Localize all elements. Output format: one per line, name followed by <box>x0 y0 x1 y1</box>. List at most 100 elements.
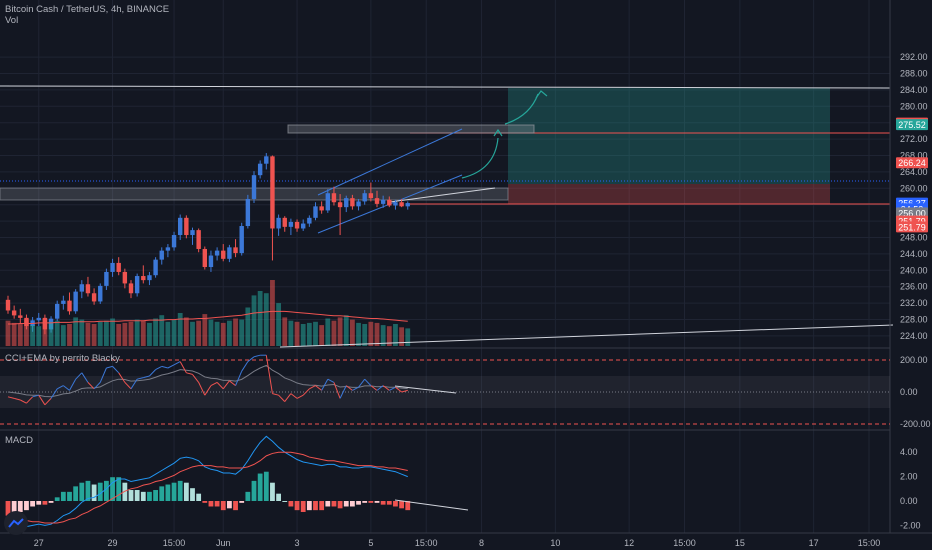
macd-hist-bar <box>128 490 134 501</box>
volume-bar <box>368 321 374 346</box>
macd-hist-bar <box>116 477 122 501</box>
macd-hist-bar <box>356 501 361 505</box>
macd-hist-bar <box>79 482 85 501</box>
candle-body <box>73 291 78 312</box>
macd-hist-bar <box>104 480 109 501</box>
time-axis[interactable]: 27 29 15:00 Jun 3 5 15:00 8 10 12 15:00 15 17 15:00 <box>34 538 881 548</box>
cci-tick-label: 200.00 <box>900 355 928 365</box>
cci-segment <box>352 386 359 391</box>
candle-body <box>36 317 41 321</box>
cci-segment <box>216 382 224 390</box>
macd-hist-bar <box>147 491 152 501</box>
candle-body <box>190 230 195 236</box>
time-tick-label: 15:00 <box>673 538 696 548</box>
price-tick-label: 284.00 <box>900 85 928 95</box>
candle-body <box>313 206 318 218</box>
macd-hist-bar <box>233 501 238 511</box>
macd-hist-bar <box>140 491 146 501</box>
cci-trend-line[interactable] <box>394 385 457 394</box>
volume-bar <box>67 324 72 346</box>
candle-body <box>380 199 386 204</box>
tradingview-logo[interactable] <box>4 511 28 535</box>
cci-segment <box>222 380 230 390</box>
volume-bar <box>116 324 122 346</box>
candle-body <box>202 248 207 268</box>
resistance-zone[interactable] <box>287 124 535 134</box>
macd-hist-bar <box>300 501 306 512</box>
price-tick-label: 280.00 <box>900 101 928 111</box>
candle-body <box>264 156 269 164</box>
candle-body <box>368 193 374 199</box>
time-tick-label: 10 <box>550 538 560 548</box>
macd-axis[interactable]: 4.00 2.00 0.00 -2.00 <box>900 447 921 530</box>
stop-zone <box>508 184 830 204</box>
cci-legend[interactable]: CCI+EMA by perrito Blacky <box>5 353 120 364</box>
candle-body <box>67 300 72 312</box>
cci-segment <box>290 393 298 399</box>
macd-hist-bar <box>325 501 331 507</box>
volume-bar <box>319 325 325 346</box>
macd-hist-bar <box>42 501 48 505</box>
macd-hist-bar <box>282 501 288 502</box>
channel-upper[interactable] <box>317 128 463 196</box>
volume-bar <box>245 307 251 346</box>
volume-bar <box>24 319 29 346</box>
price-tick-label: 240.00 <box>900 265 928 275</box>
macd-hist-bar <box>337 501 343 509</box>
cci-segment <box>204 385 212 396</box>
cci-segment <box>198 382 206 396</box>
macd-hist-bar <box>208 501 214 507</box>
volume-bar <box>331 320 337 346</box>
volume-bar <box>190 321 195 346</box>
macd-hist-bar <box>165 484 171 501</box>
volume-ma-line <box>8 310 408 325</box>
candle-body <box>350 198 355 207</box>
macd-trend-line[interactable] <box>394 499 469 511</box>
trend-line[interactable] <box>389 187 496 203</box>
symbol-legend[interactable]: Bitcoin Cash / TetherUS, 4h, BINANCE Vol <box>5 4 169 26</box>
volume-bar <box>153 318 158 346</box>
macd-hist-bar <box>386 501 392 505</box>
volume-bar <box>30 325 35 346</box>
long-position-tool[interactable] <box>508 88 830 204</box>
volume-trend-line[interactable] <box>279 324 894 348</box>
cci-segment <box>278 394 286 402</box>
volume-bar <box>36 326 42 346</box>
macd-legend[interactable]: MACD <box>5 435 33 446</box>
macd-hist-bar <box>110 477 115 501</box>
candle-body <box>196 230 201 249</box>
macd-hist-bar <box>153 490 158 501</box>
macd-hist-bar <box>399 501 404 509</box>
macd-pane[interactable] <box>5 435 469 528</box>
price-tick-label: 244.00 <box>900 249 928 259</box>
volume-bar <box>159 315 165 346</box>
price-badge-label: 266.24 <box>898 158 926 168</box>
candle-body <box>344 198 349 208</box>
cci-segment <box>99 367 107 383</box>
volume-bar <box>97 321 103 346</box>
macd-hist-bar <box>11 501 17 514</box>
macd-hist-bar <box>276 493 281 501</box>
time-tick-label: 12 <box>624 538 634 548</box>
price-badge <box>896 221 928 233</box>
candle-body <box>5 299 11 311</box>
volume-bar <box>393 324 398 346</box>
cci-segment <box>229 380 236 386</box>
price-tick-label: 264.00 <box>900 167 928 177</box>
volume-bar <box>239 319 245 346</box>
candle-body <box>85 284 91 294</box>
candle-body <box>227 247 232 259</box>
cci-pane[interactable] <box>0 354 890 425</box>
resistance-line[interactable] <box>0 85 891 89</box>
price-axis[interactable]: 292.00288.00284.00280.00276.00272.00268.… <box>900 52 928 341</box>
volume-bar <box>233 318 238 346</box>
macd-hist-bar <box>177 480 183 501</box>
price-tick-label: 232.00 <box>900 298 928 308</box>
projection-arrow-1[interactable] <box>461 137 499 179</box>
macd-hist-bar <box>67 491 72 501</box>
cci-axis[interactable]: 200.00 0.00 -200.00 <box>900 355 931 429</box>
price-badge-label: 251.79 <box>898 222 926 232</box>
cci-segment <box>358 378 366 388</box>
price-badges: 275.89275.52266.24256.3734:52256.00251.7… <box>896 117 928 233</box>
